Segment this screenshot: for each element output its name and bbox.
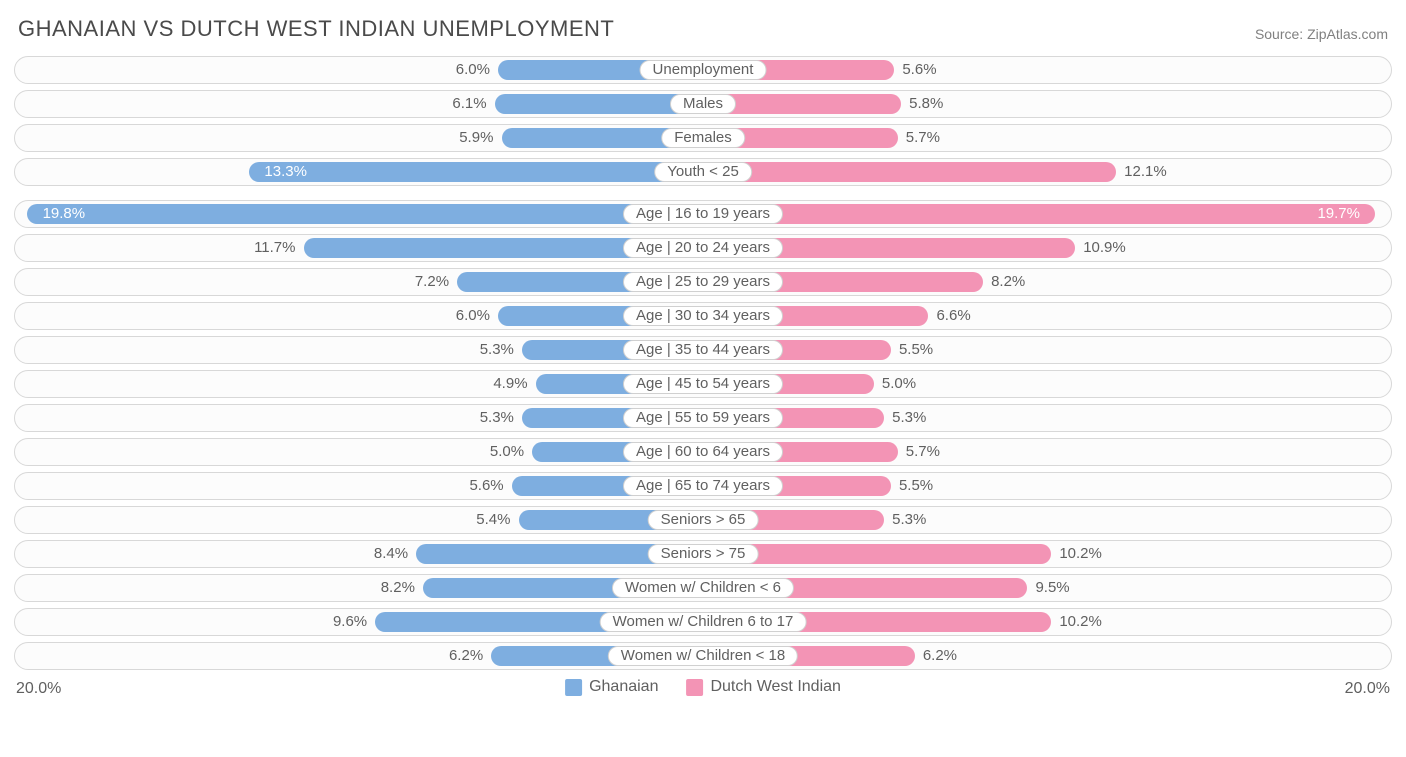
value-left: 9.6% — [333, 609, 367, 635]
value-left: 6.0% — [456, 303, 490, 329]
bar-left — [27, 204, 703, 224]
value-right: 8.2% — [991, 269, 1025, 295]
chart-row: 6.2% 6.2% Women w/ Children < 18 — [14, 642, 1392, 670]
chart-title: GHANAIAN VS DUTCH WEST INDIAN UNEMPLOYME… — [18, 16, 614, 42]
chart-header: GHANAIAN VS DUTCH WEST INDIAN UNEMPLOYME… — [14, 10, 1392, 56]
value-left: 8.2% — [381, 575, 415, 601]
value-right: 6.2% — [923, 643, 957, 669]
chart-rows: 6.0% 5.6% Unemployment 6.1% 5.8% Males 5.9% 5.7… — [14, 56, 1392, 670]
value-right: 5.3% — [892, 507, 926, 533]
category-label: Age | 25 to 29 years — [623, 272, 783, 292]
chart-row: 19.8% 19.7% Age | 16 to 19 years — [14, 200, 1392, 228]
value-right: 5.6% — [902, 57, 936, 83]
chart-row: 9.6% 10.2% Women w/ Children 6 to 17 — [14, 608, 1392, 636]
value-left: 5.4% — [476, 507, 510, 533]
chart-footer: 20.0% Ghanaian Dutch West Indian 20.0% — [14, 676, 1392, 706]
chart-row: 5.3% 5.3% Age | 55 to 59 years — [14, 404, 1392, 432]
category-label: Youth < 25 — [654, 162, 752, 182]
legend-item-ghanaian: Ghanaian — [565, 678, 658, 696]
value-left: 8.4% — [374, 541, 408, 567]
category-label: Women w/ Children < 6 — [612, 578, 794, 598]
chart-row: 5.4% 5.3% Seniors > 65 — [14, 506, 1392, 534]
value-left: 5.6% — [469, 473, 503, 499]
value-left: 6.0% — [456, 57, 490, 83]
category-label: Unemployment — [640, 60, 767, 80]
chart-row: 7.2% 8.2% Age | 25 to 29 years — [14, 268, 1392, 296]
chart-row: 5.6% 5.5% Age | 65 to 74 years — [14, 472, 1392, 500]
value-right: 9.5% — [1035, 575, 1069, 601]
value-left: 5.3% — [480, 337, 514, 363]
category-label: Age | 16 to 19 years — [623, 204, 783, 224]
value-right: 12.1% — [1124, 159, 1167, 185]
value-left: 4.9% — [493, 371, 527, 397]
category-label: Females — [661, 128, 745, 148]
axis-max-left: 20.0% — [16, 680, 61, 698]
legend-item-dutch-west-indian: Dutch West Indian — [686, 678, 840, 696]
chart-row: 6.0% 6.6% Age | 30 to 34 years — [14, 302, 1392, 330]
category-label: Age | 45 to 54 years — [623, 374, 783, 394]
legend-swatch — [565, 679, 582, 696]
category-label: Age | 65 to 74 years — [623, 476, 783, 496]
value-left: 5.9% — [459, 125, 493, 151]
category-label: Seniors > 65 — [648, 510, 759, 530]
chart-row: 11.7% 10.9% Age | 20 to 24 years — [14, 234, 1392, 262]
category-label: Women w/ Children 6 to 17 — [600, 612, 807, 632]
value-left: 5.3% — [480, 405, 514, 431]
value-left: 13.3% — [264, 159, 307, 185]
value-right: 10.2% — [1059, 541, 1102, 567]
legend: Ghanaian Dutch West Indian — [565, 678, 841, 696]
value-left: 19.8% — [43, 201, 86, 227]
chart-row: 6.0% 5.6% Unemployment — [14, 56, 1392, 84]
value-left: 5.0% — [490, 439, 524, 465]
category-label: Age | 20 to 24 years — [623, 238, 783, 258]
chart-row: 5.3% 5.5% Age | 35 to 44 years — [14, 336, 1392, 364]
category-label: Males — [670, 94, 736, 114]
legend-label: Dutch West Indian — [710, 678, 840, 696]
bar-right — [703, 204, 1375, 224]
category-label: Age | 30 to 34 years — [623, 306, 783, 326]
chart-row: 6.1% 5.8% Males — [14, 90, 1392, 118]
bar-right — [703, 162, 1116, 182]
category-label: Women w/ Children < 18 — [608, 646, 798, 666]
value-left: 11.7% — [254, 235, 295, 261]
value-right: 5.5% — [899, 473, 933, 499]
value-right: 5.8% — [909, 91, 943, 117]
category-label: Age | 35 to 44 years — [623, 340, 783, 360]
bar-left — [249, 162, 703, 182]
value-right: 5.3% — [892, 405, 926, 431]
value-right: 5.5% — [899, 337, 933, 363]
category-label: Age | 60 to 64 years — [623, 442, 783, 462]
chart-row: 5.9% 5.7% Females — [14, 124, 1392, 152]
value-right: 10.9% — [1083, 235, 1126, 261]
value-right: 5.7% — [906, 125, 940, 151]
value-right: 5.0% — [882, 371, 916, 397]
value-left: 6.1% — [452, 91, 486, 117]
value-right: 5.7% — [906, 439, 940, 465]
chart-row: 8.4% 10.2% Seniors > 75 — [14, 540, 1392, 568]
value-right: 10.2% — [1059, 609, 1102, 635]
value-left: 7.2% — [415, 269, 449, 295]
chart-row: 8.2% 9.5% Women w/ Children < 6 — [14, 574, 1392, 602]
chart-row: 13.3% 12.1% Youth < 25 — [14, 158, 1392, 186]
legend-label: Ghanaian — [589, 678, 658, 696]
value-right: 19.7% — [1317, 201, 1360, 227]
chart-source: Source: ZipAtlas.com — [1255, 26, 1388, 42]
value-left: 6.2% — [449, 643, 483, 669]
category-label: Age | 55 to 59 years — [623, 408, 783, 428]
axis-max-right: 20.0% — [1345, 680, 1390, 698]
chart-row: 4.9% 5.0% Age | 45 to 54 years — [14, 370, 1392, 398]
chart-row: 5.0% 5.7% Age | 60 to 64 years — [14, 438, 1392, 466]
category-label: Seniors > 75 — [648, 544, 759, 564]
value-right: 6.6% — [936, 303, 970, 329]
legend-swatch — [686, 679, 703, 696]
